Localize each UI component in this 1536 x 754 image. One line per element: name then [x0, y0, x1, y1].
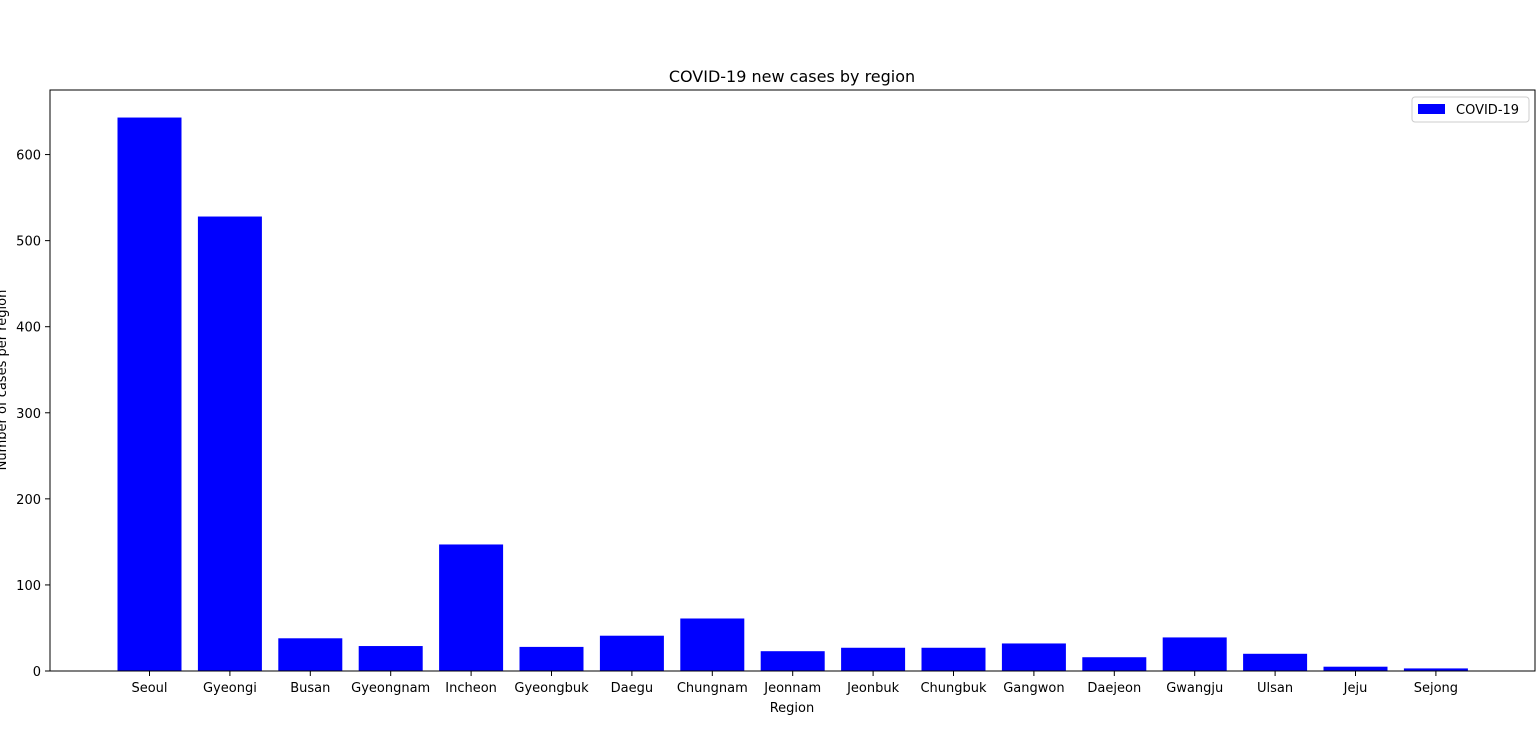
- x-axis-ticks: Seoul Gyeongi Busan Gyeongnam Incheon Gyeongb…: [131, 671, 1458, 696]
- legend-swatch: [1418, 104, 1445, 114]
- bar-gyeongi: [197, 216, 262, 671]
- x-tick-label: Busan: [290, 681, 330, 696]
- x-tick-label: Sejong: [1414, 681, 1458, 696]
- y-tick-label: 400: [16, 321, 41, 336]
- bar-chungnam: [680, 618, 745, 671]
- chart-title: COVID-19 new cases by region: [669, 67, 915, 86]
- x-tick-label: Incheon: [445, 681, 497, 696]
- bar-busan: [278, 638, 343, 671]
- y-tick-label: 200: [16, 493, 41, 508]
- y-tick-label: 600: [16, 149, 41, 164]
- x-tick-label: Gyeongnam: [351, 681, 430, 696]
- plot-frame: [49, 89, 1536, 672]
- legend: COVID-19: [1411, 96, 1530, 123]
- x-tick-label: Chungbuk: [920, 681, 987, 696]
- x-tick-label: Jeju: [1343, 681, 1368, 696]
- y-tick-label: 500: [16, 235, 41, 250]
- bar-ulsan: [1243, 653, 1308, 671]
- legend-box: [1411, 96, 1530, 123]
- bar-daegu: [599, 635, 664, 671]
- y-tick-label: 0: [33, 665, 41, 680]
- bar-sejong: [1403, 668, 1468, 671]
- bar-gwangju: [1162, 637, 1227, 671]
- x-tick-label: Gwangju: [1166, 681, 1223, 696]
- bars-group: [117, 117, 1468, 672]
- y-tick-label: 100: [16, 579, 41, 594]
- bar-seoul: [117, 117, 182, 672]
- bar-gyeongnam: [358, 646, 423, 671]
- x-tick-label: Gyeongi: [203, 681, 257, 696]
- x-tick-label: Ulsan: [1257, 681, 1293, 696]
- x-axis-label: Region: [770, 701, 815, 716]
- bar-gangwon: [1001, 643, 1066, 671]
- y-axis-ticks: 0 100 200 300 400 500 600: [16, 149, 50, 680]
- bar-jeonbuk: [841, 647, 906, 671]
- x-tick-label: Jeonbuk: [846, 681, 900, 696]
- bar-jeonnam: [760, 651, 825, 671]
- x-tick-label: Jeonnam: [763, 681, 821, 696]
- bar-chungbuk: [921, 647, 986, 671]
- x-tick-label: Daegu: [611, 681, 653, 696]
- x-tick-label: Daejeon: [1087, 681, 1141, 696]
- bar-daejeon: [1082, 657, 1147, 671]
- bar-gyeongbuk: [519, 646, 584, 671]
- x-tick-label: Chungnam: [677, 681, 748, 696]
- x-tick-label: Gangwon: [1003, 681, 1064, 696]
- y-axis-label: Number of cases per region: [0, 290, 10, 471]
- bar-incheon: [439, 544, 504, 671]
- y-tick-label: 300: [16, 407, 41, 422]
- legend-label: COVID-19: [1456, 103, 1519, 118]
- x-tick-label: Seoul: [131, 681, 167, 696]
- x-tick-label: Gyeongbuk: [514, 681, 589, 696]
- bar-jeju: [1323, 666, 1388, 671]
